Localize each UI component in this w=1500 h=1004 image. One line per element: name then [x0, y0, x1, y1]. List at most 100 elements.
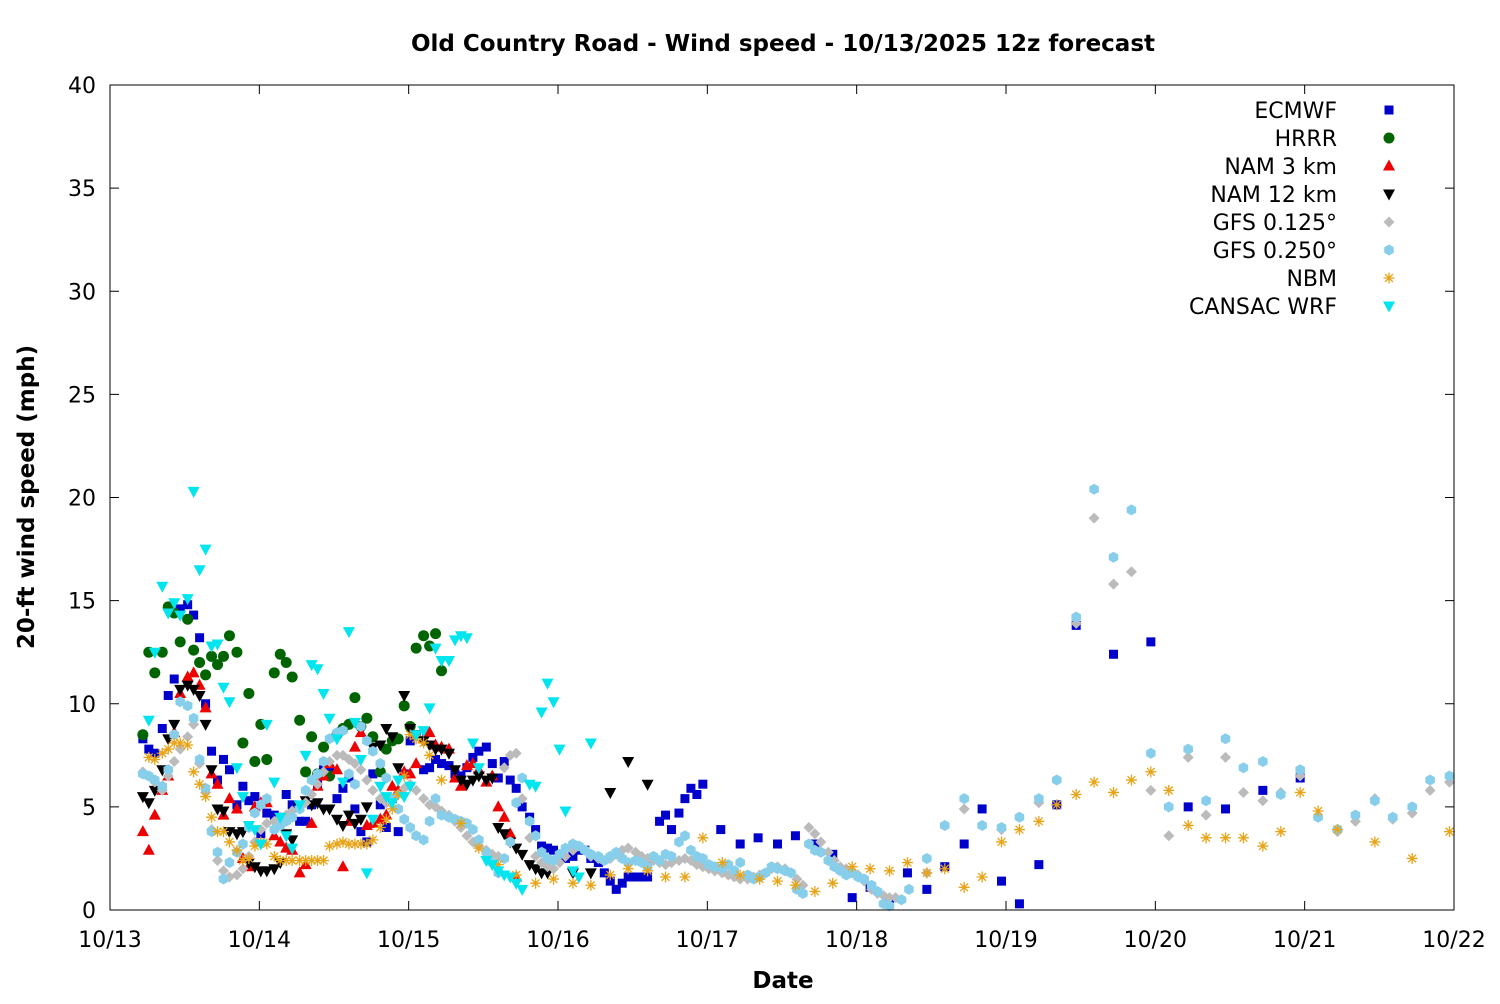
gfs-0-125-point [1200, 809, 1212, 821]
nam-12-km-point [448, 765, 461, 777]
nam-12-km-point [584, 868, 597, 880]
gfs-0-125-point [1257, 795, 1269, 807]
nbm-point [188, 766, 200, 778]
nam-12-km-point [498, 829, 511, 841]
nam-3-km-point [498, 810, 511, 822]
nam-12-km-point [260, 866, 273, 878]
gfs-0-125-point [815, 836, 827, 848]
ecmwf-point [674, 808, 684, 818]
nbm-point [223, 836, 235, 848]
ecmwf-point [655, 816, 665, 826]
ecmwf-point [666, 825, 676, 835]
ecmwf-point [753, 833, 763, 843]
x-axis-label: Date [752, 968, 813, 994]
nbm-point [212, 826, 224, 838]
nbm-point [149, 753, 161, 765]
x-tick-label: 10/22 [1422, 928, 1485, 953]
nam-12-km-point [472, 771, 485, 783]
nbm-point [1108, 786, 1120, 798]
nbm-point [884, 865, 896, 877]
gfs-0-250-point [418, 834, 429, 846]
ecmwf-point [419, 765, 429, 775]
ecmwf-point [1034, 860, 1044, 870]
nbm-point [143, 751, 155, 763]
nam-3-km-point [336, 860, 349, 872]
y-tick-label: 25 [68, 383, 96, 408]
ecmwf-point [332, 794, 342, 804]
cansac-wrf-point [429, 643, 442, 655]
ecmwf-point [218, 754, 228, 764]
nbm-point [754, 873, 766, 885]
gfs-0-250-point [686, 844, 696, 856]
nam-12-km-point [529, 864, 542, 876]
nam-3-km-point [274, 835, 287, 847]
cansac-wrf-point [293, 800, 306, 812]
ecmwf-point [381, 823, 391, 832]
gfs-0-250-point [554, 848, 565, 860]
cansac-wrf-point [181, 594, 194, 606]
ecmwf-point [437, 759, 447, 769]
x-tick-label: 10/17 [676, 928, 739, 953]
legend-marker-ecmwf [1384, 105, 1394, 115]
nbm-point [206, 811, 218, 823]
ecmwf-point [511, 783, 521, 793]
cansac-wrf-point [535, 707, 548, 719]
legend-label: GFS 0.125° [1213, 211, 1337, 236]
ecmwf-point [1183, 802, 1193, 812]
x-tick-label: 10/14 [228, 928, 291, 953]
gfs-0-125-point [355, 764, 367, 776]
ecmwf-point [698, 779, 708, 789]
nbm-point [249, 840, 261, 852]
gfs-0-250-point [872, 885, 883, 897]
ecmwf-point [157, 724, 167, 733]
nbm-point [996, 836, 1008, 848]
nbm-point [418, 737, 430, 749]
nbm-point [312, 855, 324, 866]
ecmwf-point [375, 800, 385, 810]
ecmwf-point [623, 872, 633, 882]
gfs-0-250-point [424, 815, 435, 827]
gfs-0-250-point [1220, 733, 1231, 745]
cansac-wrf-point [280, 831, 293, 843]
nam-12-km-point [454, 775, 467, 787]
gfs-0-250-point [468, 824, 478, 836]
gfs-0-250-point [1295, 764, 1305, 776]
nbm-point [355, 838, 367, 850]
nbm-point [1070, 789, 1082, 800]
nam-3-km-point [148, 808, 161, 820]
nbm-point [380, 813, 392, 825]
nbm-point [939, 863, 951, 875]
nbm-point [324, 840, 336, 852]
cansac-wrf-point [199, 544, 212, 556]
gfs-0-250-point [1164, 801, 1174, 813]
cansac-wrf-point [360, 868, 373, 880]
nbm-point [455, 817, 467, 829]
ecmwf-point [393, 827, 403, 837]
hrrr-point [410, 642, 422, 654]
cansac-wrf-point [423, 703, 436, 715]
gfs-0-250-point [194, 753, 205, 765]
gfs-0-250-point [218, 873, 229, 885]
nbm-point [1294, 786, 1306, 798]
cansac-wrf-point [248, 825, 261, 837]
ecmwf-point [150, 748, 160, 758]
ecmwf-point [244, 796, 254, 806]
nbm-point [274, 855, 286, 866]
gfs-0-250-point [300, 784, 311, 796]
gfs-0-250-point [1276, 789, 1286, 800]
y-tick-label: 35 [68, 177, 96, 202]
gfs-0-250-point [150, 774, 160, 786]
gfs-0-250-point [530, 830, 541, 842]
gfs-0-250-point [1258, 756, 1268, 767]
cansac-wrf-point [323, 713, 336, 725]
gfs-0-125-point [958, 803, 970, 815]
cansac-wrf-point [348, 717, 361, 729]
legend-label: NAM 3 km [1224, 155, 1337, 180]
nbm-point [846, 861, 858, 873]
cansac-wrf-point [398, 792, 411, 804]
gfs-0-250-point [256, 799, 266, 811]
legend-marker-cansac-wrf [1383, 301, 1395, 313]
plot-frame [109, 84, 1455, 911]
gfs-0-125-point [1163, 830, 1175, 842]
